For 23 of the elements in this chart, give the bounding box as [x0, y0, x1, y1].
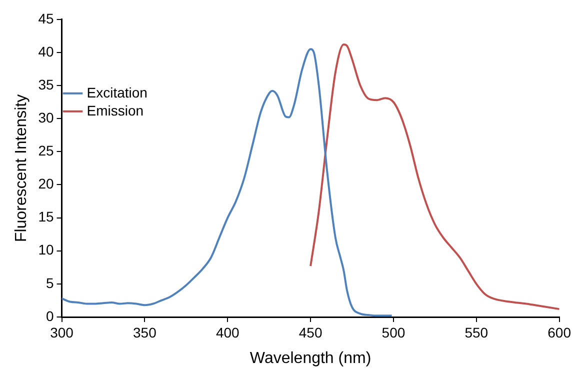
x-tick-label: 400	[216, 324, 240, 340]
x-tick-label: 350	[133, 324, 157, 340]
line-series	[62, 48, 393, 317]
x-axis-title: Wavelength (nm)	[250, 350, 372, 367]
y-axis-title: Fluorescent Intensity	[13, 94, 30, 242]
y-tick-label: 25	[38, 142, 54, 159]
y-tick-label: 30	[38, 109, 54, 126]
x-tick-label: 300	[50, 324, 74, 340]
y-tick-label: 5	[46, 274, 54, 291]
x-tick-label: 500	[382, 324, 406, 340]
x-tick-label: 600	[548, 324, 572, 340]
x-tick-label: 550	[464, 324, 488, 340]
legend-label: Emission	[86, 102, 144, 118]
y-tick-label: 40	[38, 43, 54, 60]
y-tick-label: 35	[38, 76, 54, 92]
y-tick-label: 0	[46, 308, 54, 324]
y-tick-label: 10	[38, 242, 54, 258]
y-tick-label: 20	[38, 176, 54, 192]
x-tick-label: 450	[298, 324, 322, 340]
y-tick-label: 15	[38, 208, 54, 225]
line-series	[310, 44, 560, 310]
legend-label: Excitation	[86, 84, 148, 100]
y-tick-label: 45	[38, 10, 54, 26]
